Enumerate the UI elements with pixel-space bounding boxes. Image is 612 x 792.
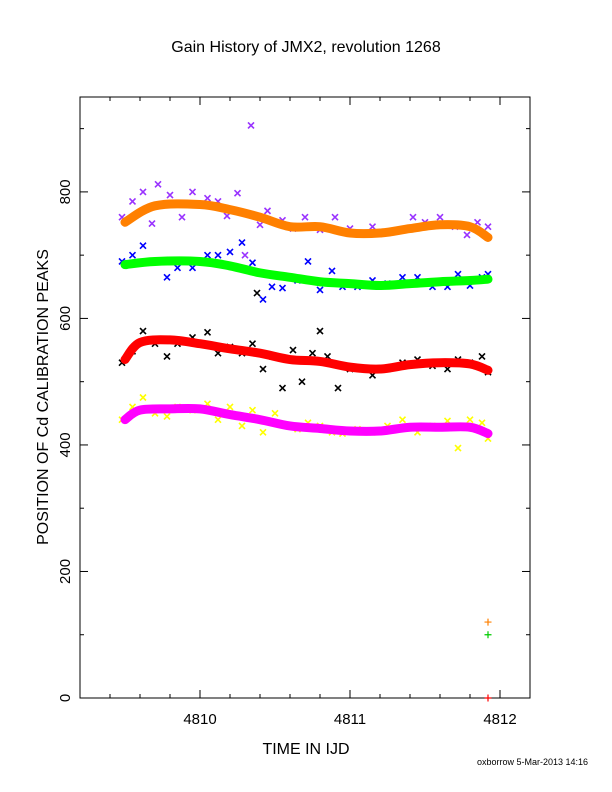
scatter-point xyxy=(398,273,407,281)
scatter-point xyxy=(178,213,186,221)
scatter-point xyxy=(304,257,312,266)
y-axis-label: POSITION OF Cd CALIBRATION PEAKS xyxy=(35,249,52,545)
scatter-point xyxy=(463,231,471,239)
scatter-point xyxy=(247,121,255,130)
x-tick-label: 4811 xyxy=(334,711,366,728)
plus-marker xyxy=(484,631,492,639)
scatter-point xyxy=(308,349,317,357)
scatter-point xyxy=(478,352,486,360)
scatter-point xyxy=(298,378,306,386)
series-layer xyxy=(118,121,493,702)
scatter-point xyxy=(163,352,171,360)
scatter-point xyxy=(173,264,182,272)
scatter-point xyxy=(259,365,267,373)
scatter-point xyxy=(139,393,147,402)
scatter-point xyxy=(248,259,257,267)
scatter-point xyxy=(248,340,257,348)
scatter-point xyxy=(271,409,279,417)
scatter-point xyxy=(256,221,264,229)
scatter-point xyxy=(398,416,407,424)
x-axis-label: TIME IN IJD xyxy=(262,741,349,758)
scatter-point xyxy=(454,270,462,278)
scatter-point xyxy=(203,251,212,259)
fit-curve xyxy=(120,256,493,291)
scatter-point xyxy=(484,223,492,231)
scatter-point xyxy=(188,264,197,272)
plot-frame xyxy=(79,96,531,699)
scatter-point xyxy=(289,346,297,354)
scatter-point xyxy=(316,327,324,335)
scatter-point xyxy=(478,419,486,427)
scatter-point xyxy=(259,295,267,304)
scatter-point xyxy=(139,327,147,335)
scatter-point xyxy=(368,223,377,231)
y-tick-label: 600 xyxy=(57,306,74,331)
scatter-point xyxy=(128,251,137,259)
scatter-point xyxy=(278,384,287,392)
scatter-point xyxy=(466,416,474,424)
scatter-point xyxy=(316,286,324,294)
chart-title: Gain History of JMX2, revolution 1268 xyxy=(171,39,441,56)
scatter-point xyxy=(241,251,249,259)
scatter-point xyxy=(328,267,336,275)
scatter-point xyxy=(263,207,272,215)
footer-stamp: oxborrow 5-Mar-2013 14:16 xyxy=(477,757,588,767)
scatter-series xyxy=(118,238,492,304)
scatter-point xyxy=(454,444,462,452)
scatter-point xyxy=(268,283,276,291)
scatter-point xyxy=(188,188,197,196)
scatter-point xyxy=(139,188,147,196)
scatter-point xyxy=(226,403,234,411)
scatter-point xyxy=(128,197,137,205)
fit-curve xyxy=(120,403,493,439)
x-tick-label: 4810 xyxy=(183,711,216,728)
scatter-point xyxy=(334,384,342,392)
plus-marker xyxy=(484,694,492,702)
y-tick-label: 0 xyxy=(57,694,74,702)
scatter-point xyxy=(203,194,212,202)
scatter-series xyxy=(118,393,492,452)
scatter-point xyxy=(203,328,212,336)
scatter-point xyxy=(248,406,257,414)
x-tick-label: 4812 xyxy=(483,711,516,728)
scatter-point xyxy=(226,248,234,256)
fit-curve xyxy=(120,335,493,375)
axes-layer: 0 200 400 600 800 4810 4811 4812 xyxy=(57,97,531,728)
scatter-point xyxy=(148,219,156,228)
scatter-point xyxy=(238,238,246,247)
scatter-point xyxy=(238,422,246,430)
scatter-point xyxy=(163,412,171,421)
scatter-point xyxy=(301,213,309,221)
scatter-point xyxy=(278,284,287,292)
scatter-point xyxy=(154,180,162,188)
scatter-series xyxy=(118,121,492,259)
scatter-point xyxy=(214,251,222,259)
scatter-point xyxy=(409,213,417,221)
y-tick-label: 200 xyxy=(57,559,74,584)
scatter-point xyxy=(139,242,147,250)
scatter-point xyxy=(233,189,242,197)
scatter-point xyxy=(259,428,267,436)
scatter-point xyxy=(253,289,261,297)
y-tick-label: 800 xyxy=(57,179,74,204)
scatter-point xyxy=(331,213,339,221)
y-tick-label: 400 xyxy=(57,432,74,457)
scatter-point xyxy=(436,213,444,221)
scatter-point xyxy=(163,273,171,281)
scatter-point xyxy=(166,191,174,199)
plus-marker xyxy=(484,618,492,626)
fit-curve xyxy=(120,199,493,242)
scatter-point xyxy=(214,416,222,424)
